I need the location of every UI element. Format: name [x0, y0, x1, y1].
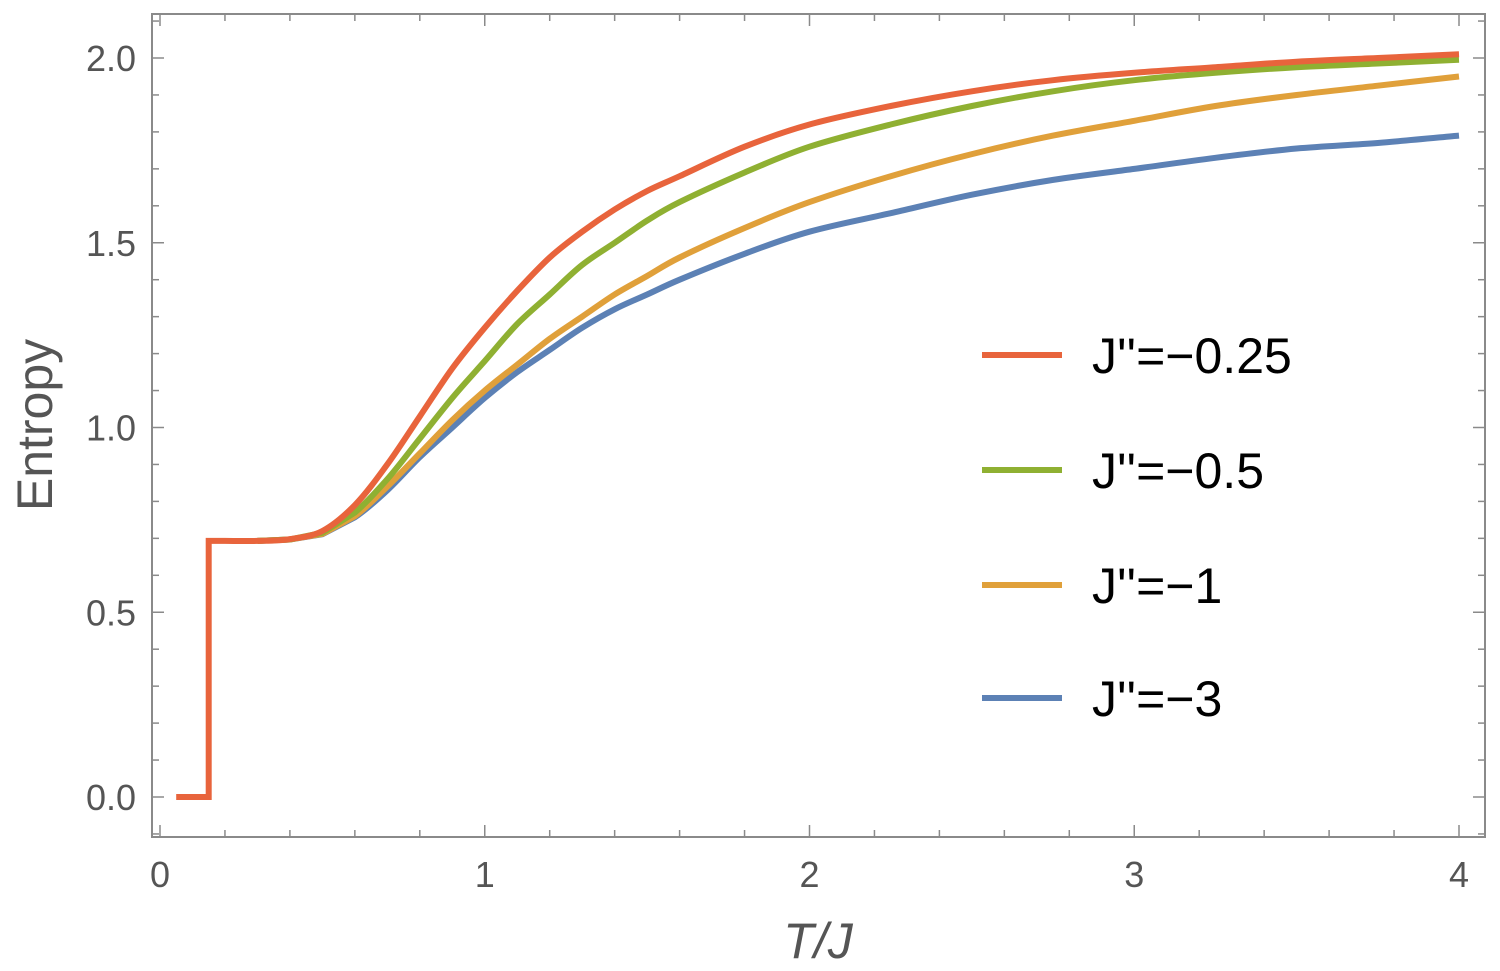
x-tick-label: 3	[1124, 854, 1144, 895]
plot-frame	[151, 13, 1486, 838]
series-line-1	[257, 56, 1460, 544]
y-axis-title: Entropy	[7, 339, 63, 511]
y-tick-label: 1.0	[86, 408, 136, 449]
legend-label-1: J''=−0.5	[1092, 443, 1264, 499]
x-axis-title: T/J	[783, 913, 853, 969]
y-tick-label: 2.0	[86, 38, 136, 79]
y-tick-label: 1.5	[86, 223, 136, 264]
x-tick-label: 0	[150, 854, 170, 895]
series-line-0	[176, 51, 1460, 800]
y-tick-label: 0.0	[86, 777, 136, 818]
x-tick-label: 4	[1449, 854, 1469, 895]
series-line-2	[257, 73, 1460, 544]
x-tick-label: 1	[475, 854, 495, 895]
y-tick-label: 0.5	[86, 592, 136, 633]
legend-label-0: J''=−0.25	[1092, 328, 1292, 384]
x-tick-label: 2	[799, 854, 819, 895]
legend-label-2: J''=−1	[1092, 558, 1222, 614]
series-line-3	[257, 132, 1460, 544]
legend-label-3: J''=−3	[1092, 671, 1222, 727]
